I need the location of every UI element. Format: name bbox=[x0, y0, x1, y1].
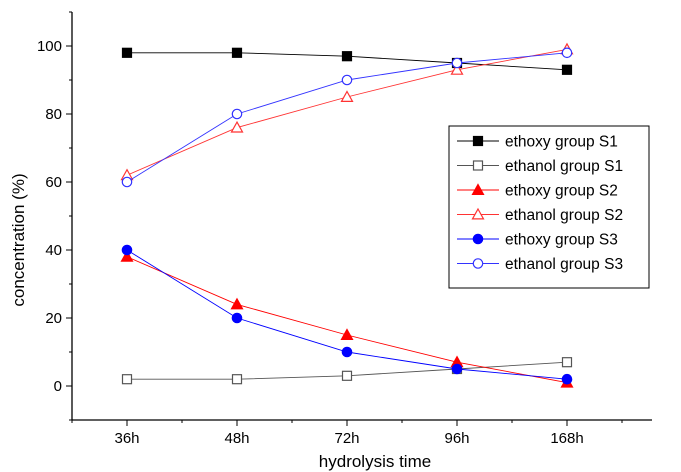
legend-label: ethoxy group S1 bbox=[505, 134, 618, 151]
legend-label: ethoxy group S3 bbox=[505, 232, 618, 249]
data-point bbox=[231, 47, 243, 58]
data-point bbox=[230, 120, 244, 133]
data-point bbox=[340, 90, 354, 103]
x-axis-title: hydrolysis time bbox=[319, 452, 431, 471]
data-point bbox=[341, 346, 353, 358]
data-point bbox=[451, 363, 463, 375]
data-point bbox=[341, 51, 353, 62]
y-tick-label: 100 bbox=[37, 38, 62, 55]
data-point bbox=[230, 297, 244, 310]
data-point bbox=[561, 357, 573, 368]
data-point bbox=[121, 244, 133, 256]
x-tick-label: 36h bbox=[114, 430, 139, 447]
data-point bbox=[121, 47, 133, 58]
y-tick-label: 0 bbox=[54, 378, 62, 395]
legend-label: ethanol group S2 bbox=[505, 207, 623, 224]
legend-marker bbox=[471, 207, 485, 220]
x-tick-label: 72h bbox=[334, 430, 359, 447]
data-point bbox=[341, 74, 353, 86]
legend-marker bbox=[472, 135, 484, 147]
series-ethoxy-group-s3 bbox=[121, 244, 573, 385]
legend-label: ethanol group S3 bbox=[505, 256, 623, 273]
legend-marker bbox=[472, 160, 484, 171]
series-layer bbox=[120, 42, 574, 388]
y-axis-title: concentration (%) bbox=[9, 173, 28, 306]
legend-marker bbox=[472, 258, 484, 269]
x-tick-label: 168h bbox=[550, 430, 583, 447]
data-point bbox=[450, 63, 464, 75]
x-tick-label: 48h bbox=[224, 430, 249, 447]
data-point bbox=[121, 374, 133, 385]
series-ethanol-group-s3 bbox=[121, 47, 573, 188]
data-point bbox=[231, 108, 243, 120]
legend-label: ethoxy group S2 bbox=[505, 183, 618, 200]
data-point bbox=[120, 250, 134, 262]
legend: ethoxy group S1 ethanol group S1 ethoxy gr… bbox=[448, 125, 650, 289]
x-tick-label: 96h bbox=[444, 430, 469, 447]
data-point bbox=[561, 64, 573, 75]
data-point bbox=[121, 176, 133, 188]
axes: 0 20 40 60 80 100 36h 48h 72h 96h 168h bbox=[37, 11, 652, 447]
legend-box bbox=[448, 125, 650, 289]
y-tick-label: 80 bbox=[45, 106, 62, 123]
legend-marker bbox=[472, 233, 484, 245]
y-tick-label: 40 bbox=[45, 242, 62, 259]
data-point bbox=[340, 328, 354, 340]
y-tick-label: 60 bbox=[45, 174, 62, 191]
data-point bbox=[561, 47, 573, 59]
legend-label: ethanol group S1 bbox=[505, 158, 623, 175]
data-point bbox=[231, 312, 243, 324]
y-tick-label: 20 bbox=[45, 310, 62, 327]
data-point bbox=[451, 57, 463, 69]
legend-marker bbox=[471, 183, 485, 195]
data-point bbox=[341, 370, 353, 381]
data-point bbox=[561, 373, 573, 385]
data-point bbox=[231, 374, 243, 385]
